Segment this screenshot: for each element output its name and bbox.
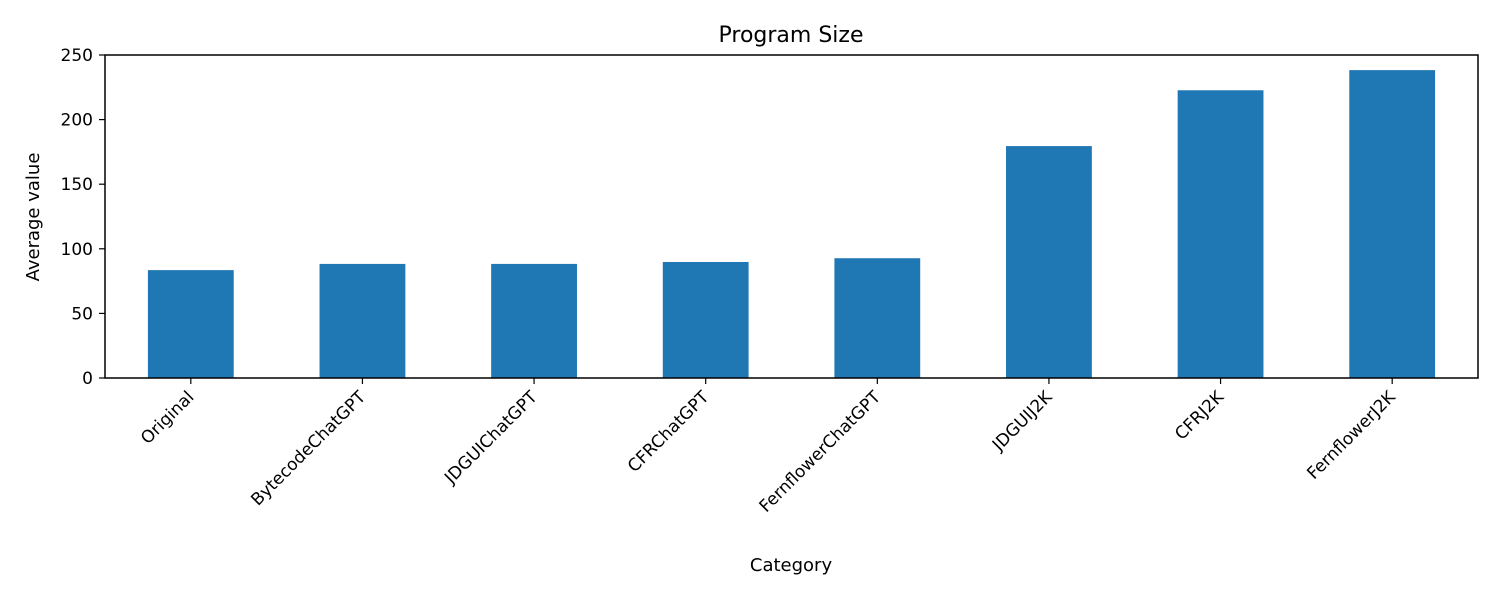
y-tick-label: 0	[82, 369, 93, 389]
bar-JDGUIChatGPT	[491, 263, 577, 378]
y-tick-label: 100	[61, 240, 93, 260]
bar-FernflowerJ2K	[1349, 70, 1436, 379]
x-tick-label: BytecodeChatGPT	[247, 387, 370, 510]
y-tick-label: 250	[61, 46, 93, 66]
chart-title: Program Size	[719, 23, 864, 48]
y-axis: 0 50 100 150 200 250	[61, 46, 105, 389]
x-axis-label: Category	[750, 555, 833, 576]
bar-BytecodeChatGPT	[319, 263, 406, 378]
y-tick-label: 150	[61, 175, 93, 195]
x-tick-label: JDGUIJ2K	[988, 387, 1057, 456]
bar-Original	[147, 270, 234, 378]
x-tick-label: Original	[137, 387, 198, 448]
bar-JDGUIJ2K	[1006, 146, 1092, 378]
bars-group	[147, 70, 1436, 379]
y-axis-label: Average value	[23, 153, 44, 282]
x-tick-label: FernflowerChatGPT	[756, 387, 886, 517]
bar-CFRChatGPT	[662, 261, 749, 378]
bar-CFRJ2K	[1177, 90, 1264, 378]
x-tick-label: FernflowerJ2K	[1303, 387, 1400, 484]
plot-frame	[104, 54, 1479, 379]
x-tick-label: CFRChatGPT	[624, 387, 714, 477]
y-tick-label: 50	[71, 304, 93, 324]
x-axis: Original BytecodeChatGPT JDGUIChatGPT CFRCh…	[137, 378, 1400, 517]
x-tick-label: CFRJ2K	[1171, 387, 1228, 444]
x-tick-label: JDGUIChatGPT	[440, 387, 542, 489]
bar-FernflowerChatGPT	[834, 258, 921, 378]
y-tick-label: 200	[61, 111, 93, 131]
